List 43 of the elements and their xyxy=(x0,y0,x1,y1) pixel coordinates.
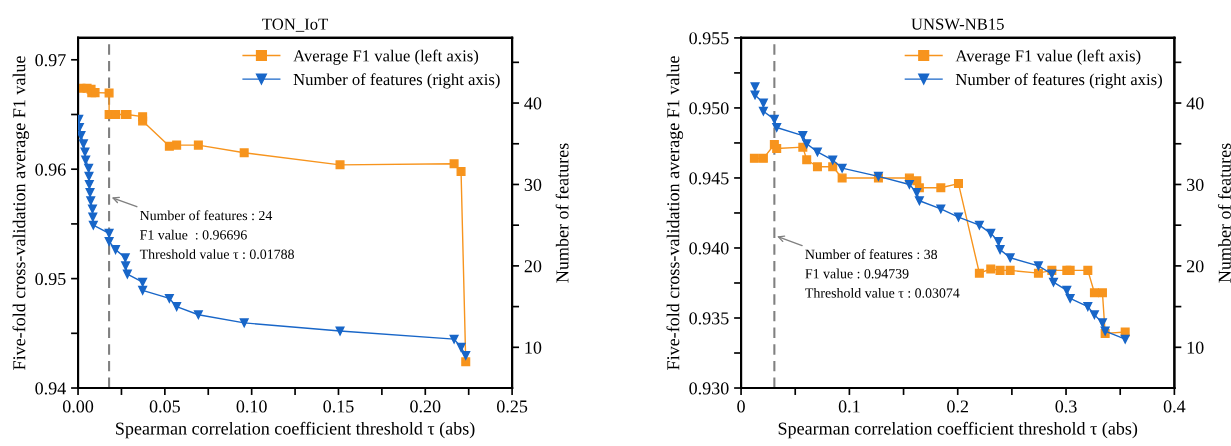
y-tick-label: 0.950 xyxy=(689,102,729,115)
x-tick-label: 0.15 xyxy=(323,400,354,413)
y2-tick-label: 30 xyxy=(1187,178,1204,191)
y2-tick-label: 40 xyxy=(1186,97,1204,110)
x-tick-label: 0.10 xyxy=(236,400,267,413)
x-axis-title: Spearman correlation coefficient threshold τ (abs) xyxy=(778,421,1138,439)
x-tick-label: 0.20 xyxy=(410,400,441,413)
x-tick-label: 0.05 xyxy=(149,400,180,413)
y2-tick-label: 20 xyxy=(524,260,542,273)
x-tick-label: 0.2 xyxy=(947,400,969,413)
y2-axis-title: Number of features xyxy=(1217,143,1231,283)
y-tick-label: 0.930 xyxy=(689,382,729,395)
chart-title: TON_IoT xyxy=(262,18,328,32)
x-tick-label: 0 xyxy=(737,400,745,413)
y-tick-label: 0.95 xyxy=(35,272,66,286)
y2-tick-label: 20 xyxy=(1186,260,1204,273)
y-axis-title: Five-fold cross-validation average F1 value xyxy=(12,56,30,370)
y2-tick-label: 10 xyxy=(525,341,542,354)
x-tick-label: 0.4 xyxy=(1163,400,1186,413)
y-tick-label: 0.94 xyxy=(35,382,66,395)
y2-tick-label: 40 xyxy=(524,97,542,110)
legend-label: Average F1 value (left axis) xyxy=(955,49,1141,65)
y-tick-label: 0.935 xyxy=(689,312,729,325)
x-tick-label: 0.3 xyxy=(1055,400,1077,413)
x-axis-title: Spearman correlation coefficient threshold τ (abs) xyxy=(116,421,475,439)
x-tick-label: 0.00 xyxy=(62,400,94,413)
y-tick-label: 0.955 xyxy=(689,32,729,45)
x-tick-label: 0.25 xyxy=(496,400,528,413)
annotation: Number of features : 38 F1 value : 0.94739 Threshold value τ : 0.03074 xyxy=(805,249,960,298)
y-axis-title: Five-fold cross-validation average F1 value xyxy=(666,56,684,370)
y2-tick-label: 30 xyxy=(524,178,542,191)
y-tick-label: 0.96 xyxy=(35,163,66,176)
y2-tick-label: 10 xyxy=(1187,341,1204,354)
legend-label: Number of features (right axis) xyxy=(955,73,1162,89)
x-tick-label: 0.1 xyxy=(838,400,860,413)
y-tick-label: 0.945 xyxy=(689,172,729,185)
legend-label: Average F1 value (left axis) xyxy=(293,49,479,65)
chart-title: UNSW-NB15 xyxy=(911,18,1004,30)
y-tick-label: 0.940 xyxy=(689,242,729,255)
y-tick-label: 0.97 xyxy=(35,54,66,67)
legend-label: Number of features (right axis) xyxy=(293,73,500,89)
y2-axis-title: Number of features xyxy=(555,143,569,283)
annotation: Number of features : 24 F1 value : 0.96696 Threshold value τ : 0.01788 xyxy=(139,210,294,259)
